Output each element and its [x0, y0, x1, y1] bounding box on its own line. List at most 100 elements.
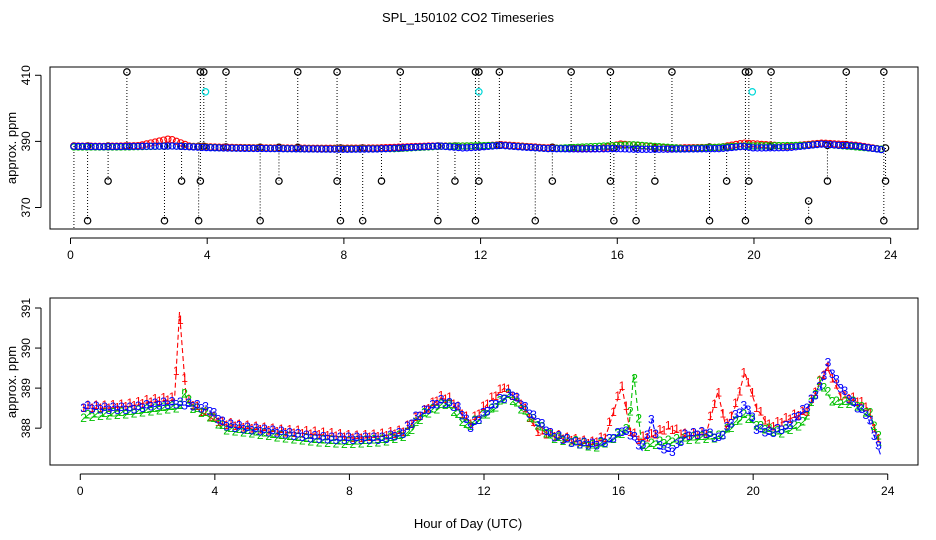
series-3-marker: 3 [656, 438, 663, 452]
series-1-marker: 1 [623, 399, 630, 413]
series-3-point [194, 143, 202, 151]
series-1-marker: 1 [442, 392, 449, 406]
series-2-marker: 2 [623, 422, 630, 436]
series-3-marker: 3 [387, 428, 394, 442]
calibration-low-point [632, 216, 640, 225]
series-1-marker: 1 [417, 409, 424, 423]
series-3-marker: 3 [227, 417, 234, 431]
series-1-marker: 1 [795, 408, 802, 422]
series-3-marker: 3 [93, 399, 100, 413]
series-1-marker: 1 [80, 401, 87, 415]
series-2-marker: 2 [631, 372, 638, 386]
series-2-marker: 2 [867, 406, 874, 420]
series-3-point [510, 142, 518, 151]
series-3-marker: 3 [455, 399, 462, 413]
series-1-marker: 1 [648, 426, 655, 440]
series-3-point [851, 142, 860, 150]
series-3-marker: 3 [711, 431, 718, 445]
series-2-marker: 2 [358, 436, 365, 450]
series-2-line [83, 374, 882, 449]
series-1-marker: 1 [471, 409, 478, 423]
series-3-point [147, 142, 155, 150]
series-3-point [454, 143, 463, 152]
series-3-marker: 3 [467, 421, 474, 435]
series-1-marker: 1 [825, 360, 832, 374]
series-2-marker: 2 [223, 423, 230, 437]
series-1-marker: 1 [324, 428, 331, 442]
series-1-marker: 1 [202, 405, 209, 419]
series-1-marker: 1 [833, 377, 840, 391]
top-panel: approx. ppm 0 4 8 12 16 20 24 370 390 410 [4, 65, 919, 262]
series-1-marker: 1 [854, 395, 861, 409]
series-3-marker: 3 [850, 395, 857, 409]
series-3-point [100, 143, 108, 151]
series-2-marker: 2 [741, 407, 748, 421]
series-3-point [224, 144, 232, 152]
series-2-marker: 2 [648, 436, 655, 450]
calibration-peak-point [396, 68, 405, 76]
calibration-low-point [471, 216, 480, 225]
series-3-marker: 3 [425, 403, 432, 417]
series-2-marker: 2 [539, 420, 546, 434]
series-1-marker: 1 [745, 375, 752, 389]
series-3-marker: 3 [118, 400, 125, 414]
series-3-marker: 3 [568, 436, 575, 450]
series-3-point [804, 141, 813, 150]
series-3-marker: 3 [164, 398, 171, 412]
series-3-marker: 3 [543, 424, 550, 438]
series-1-marker: 1 [757, 404, 764, 418]
series-2-point [762, 142, 770, 150]
series-3-point [608, 145, 616, 153]
series-3-marker: 3 [551, 430, 558, 444]
series-3-point [740, 142, 749, 151]
series-3-point [365, 145, 373, 153]
series-2-marker: 2 [644, 440, 651, 454]
series-3-point [87, 142, 95, 151]
series-3-point [407, 143, 416, 152]
series-1-marker: 1 [316, 427, 323, 441]
series-3-marker: 3 [501, 392, 508, 406]
series-2-marker: 2 [131, 407, 138, 421]
series-1-marker: 1 [577, 435, 584, 449]
series-1-marker: 1 [408, 417, 415, 431]
series-3-marker: 3 [673, 437, 680, 451]
series-3-marker: 3 [572, 434, 579, 448]
series-2-marker: 2 [585, 440, 592, 454]
series-2-marker: 2 [413, 415, 420, 429]
series-3-marker: 3 [841, 384, 848, 398]
series-3-point [130, 142, 138, 151]
cyan-point [201, 87, 210, 96]
series-1-marker: 1 [791, 407, 798, 421]
series-1-line [83, 311, 880, 445]
series-2-marker: 2 [577, 438, 584, 452]
series-2-point [638, 141, 646, 150]
series-3-marker: 3 [774, 421, 781, 435]
series-3-point [258, 144, 266, 153]
bottom-x-tick-label: 24 [881, 484, 895, 498]
series-3-marker: 3 [476, 413, 483, 427]
series-2-marker: 2 [837, 397, 844, 411]
series-3-marker: 3 [724, 419, 731, 433]
series-3-point [232, 144, 240, 152]
bottom-panel-ylabel: approx. ppm [4, 346, 19, 418]
series-2-marker: 2 [97, 409, 104, 423]
series-3-marker: 3 [808, 392, 815, 406]
series-3-point [326, 145, 334, 153]
series-2-marker: 2 [581, 436, 588, 450]
series-3-point [642, 145, 650, 153]
series-3-point [424, 142, 433, 151]
series-3-point [732, 143, 740, 151]
series-2-marker: 2 [425, 407, 432, 421]
series-3-point [864, 144, 873, 152]
series-3-marker: 3 [581, 435, 588, 449]
series-3-point [108, 142, 117, 151]
calibration-low-point [651, 177, 659, 185]
series-2-marker: 2 [783, 422, 790, 436]
calibration-low-point [722, 177, 731, 185]
series-3-marker: 3 [446, 395, 453, 409]
series-1-marker: 1 [303, 424, 310, 438]
calibration-low-point [880, 216, 888, 225]
series-2-marker: 2 [698, 429, 705, 443]
series-3-marker: 3 [337, 430, 344, 444]
series-3-point [292, 145, 300, 153]
